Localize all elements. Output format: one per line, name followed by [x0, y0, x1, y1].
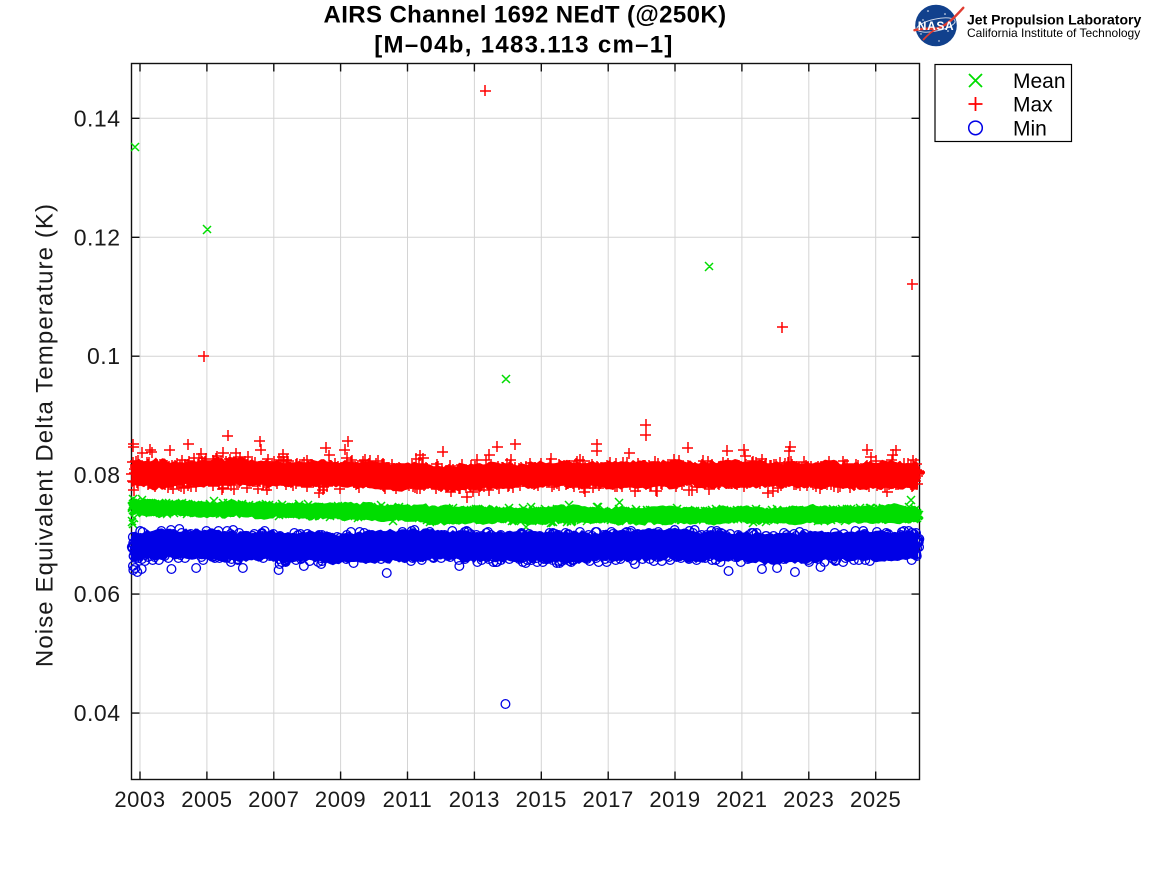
- svg-text:Mean: Mean: [1013, 70, 1066, 93]
- svg-text:0.04: 0.04: [74, 700, 121, 726]
- svg-text:[M–04b, 1483.113 cm–1]: [M–04b, 1483.113 cm–1]: [374, 32, 673, 59]
- svg-text:2021: 2021: [716, 787, 767, 812]
- svg-text:2007: 2007: [248, 787, 299, 812]
- svg-text:Min: Min: [1013, 118, 1047, 141]
- svg-text:2023: 2023: [783, 787, 834, 812]
- svg-text:0.1: 0.1: [87, 343, 120, 369]
- svg-text:2015: 2015: [516, 787, 567, 812]
- svg-text:2013: 2013: [449, 787, 500, 812]
- svg-text:0.06: 0.06: [74, 581, 121, 607]
- svg-text:2025: 2025: [850, 787, 901, 812]
- svg-text:2009: 2009: [315, 787, 366, 812]
- svg-text:2019: 2019: [649, 787, 700, 812]
- svg-text:0.12: 0.12: [74, 224, 121, 250]
- svg-text:2003: 2003: [114, 787, 165, 812]
- svg-text:2017: 2017: [583, 787, 634, 812]
- svg-text:2011: 2011: [383, 787, 433, 812]
- svg-text:NASA: NASA: [918, 19, 954, 33]
- svg-text:Jet Propulsion Laboratory: Jet Propulsion Laboratory: [967, 12, 1141, 28]
- svg-text:Max: Max: [1013, 94, 1053, 117]
- svg-text:2005: 2005: [181, 787, 232, 812]
- svg-text:AIRS Channel 1692 NEdT (@250K): AIRS Channel 1692 NEdT (@250K): [324, 2, 727, 29]
- svg-text:0.08: 0.08: [74, 462, 121, 488]
- svg-text:California Institute of Techno: California Institute of Technology: [967, 26, 1140, 40]
- svg-text:Noise Equivalent Delta Tempera: Noise Equivalent Delta Temperature (K): [32, 203, 59, 667]
- svg-text:0.14: 0.14: [74, 105, 121, 131]
